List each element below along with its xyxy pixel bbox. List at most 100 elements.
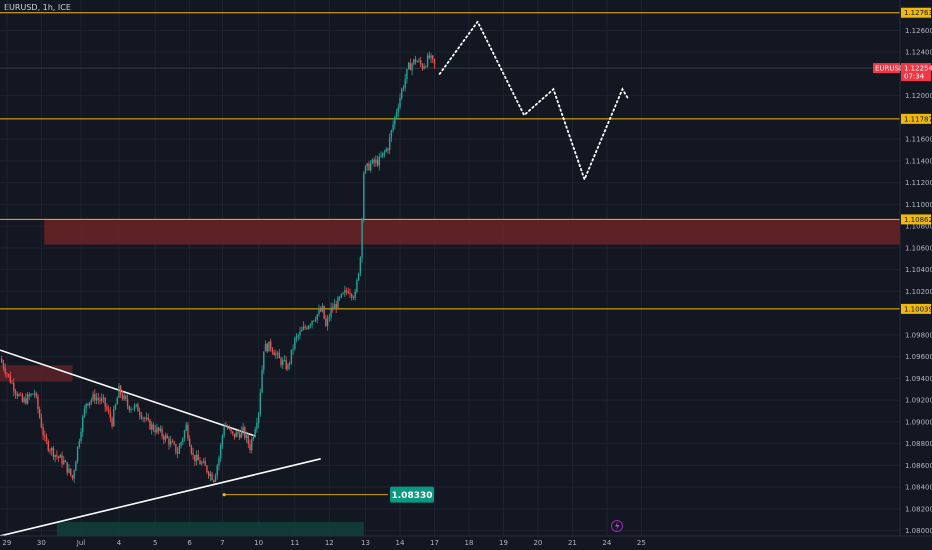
- price-axis-bg: [900, 0, 932, 550]
- candle-body: [423, 66, 425, 69]
- candle-body: [201, 462, 203, 465]
- zone-rect: [0, 365, 73, 382]
- price-tick-label: 1.12600: [905, 27, 932, 35]
- candle-body: [116, 397, 118, 405]
- level-tag-bg: [901, 214, 931, 225]
- price-tick-label: 1.09200: [905, 397, 932, 405]
- price-tick-label: 1.12400: [905, 49, 932, 57]
- candle-body: [278, 352, 281, 359]
- candle-body: [219, 444, 222, 459]
- time-tick-label: 20: [533, 539, 542, 547]
- candle-body: [354, 291, 356, 298]
- time-tick-label: 21: [568, 539, 577, 547]
- candle-body: [390, 130, 393, 138]
- candle-body: [175, 444, 177, 453]
- candle-body: [245, 435, 248, 439]
- price-tick-label: 1.09800: [905, 331, 932, 339]
- candle-body: [301, 329, 303, 332]
- candle-body: [166, 435, 168, 439]
- candle-body: [163, 436, 165, 440]
- time-tick-label: 17: [430, 539, 439, 547]
- level-tag-text: 1.10039: [904, 305, 932, 313]
- candle-body: [247, 435, 249, 444]
- candle-body: [178, 445, 181, 454]
- candle-body: [232, 431, 234, 434]
- level-tag-bg: [901, 303, 931, 314]
- candle-body: [323, 305, 325, 319]
- candle-body: [273, 352, 275, 356]
- candle-body: [133, 405, 136, 409]
- candle-body: [385, 148, 387, 152]
- level-tag-text: 1.12763: [904, 9, 932, 17]
- symbol-tag-bg: [873, 63, 900, 74]
- candle-body: [109, 411, 112, 419]
- candle-body: [64, 460, 67, 463]
- candle-body: [419, 60, 422, 65]
- candle-body: [149, 419, 151, 430]
- candle-body: [254, 429, 256, 437]
- candle-body: [1, 358, 3, 363]
- time-tick-label: 10: [254, 539, 263, 547]
- candles: [1, 51, 436, 484]
- time-tick-label: 24: [602, 539, 611, 547]
- candle-body: [364, 166, 367, 174]
- zone-rect: [44, 219, 900, 245]
- projection-path[interactable]: [438, 19, 629, 182]
- candle-body: [114, 404, 117, 410]
- candle-body: [26, 394, 29, 404]
- candle-body: [363, 173, 365, 219]
- price-tick-label: 1.11200: [905, 179, 932, 187]
- candle-body: [130, 409, 132, 411]
- candle-body: [352, 297, 355, 299]
- candle-body: [51, 447, 53, 451]
- candle-body: [97, 397, 99, 400]
- candle-body: [266, 343, 268, 352]
- candle-body: [35, 393, 37, 397]
- candle-body: [373, 159, 375, 163]
- price-tick-label: 1.08200: [905, 505, 932, 513]
- time-axis[interactable]: 29 30 Jul 4 5 6 7 10 11 12 13 14 17 18 19 20 21 24 25: [0, 535, 932, 550]
- candle-body: [401, 89, 403, 98]
- candle-body: [140, 414, 143, 419]
- price-tick-label: 1.10200: [905, 288, 932, 296]
- candle-body: [71, 475, 74, 479]
- candle-body: [242, 427, 244, 431]
- level-tag-text: 1.10862: [904, 216, 932, 224]
- axis-tags: 1.12763 1.11787 1.10862 1.10039 EURUSD 1.1225…: [873, 7, 932, 314]
- candle-body: [197, 454, 199, 461]
- candle-body: [261, 369, 263, 393]
- candle-body: [366, 163, 368, 167]
- time-tick-label: 4: [117, 539, 122, 547]
- candle-body: [188, 438, 191, 447]
- candle-body: [387, 148, 389, 151]
- trendlines[interactable]: [0, 349, 321, 537]
- candle-body: [132, 408, 134, 410]
- candle-body: [269, 341, 272, 349]
- candle-body: [23, 398, 25, 402]
- candle-body: [430, 55, 432, 58]
- candle-body: [28, 394, 31, 396]
- candle-body: [338, 297, 341, 299]
- misc: [611, 520, 623, 532]
- candle-body: [25, 398, 27, 404]
- candle-body: [78, 441, 81, 447]
- candle-body: [228, 428, 231, 430]
- candle-body: [292, 348, 294, 350]
- marker-label-bg: [390, 486, 434, 503]
- candle-body: [9, 375, 12, 383]
- lightning-icon-bolt: [615, 521, 620, 531]
- candle-body: [256, 422, 258, 430]
- candle-body: [361, 218, 363, 258]
- candle-body: [287, 364, 289, 370]
- price-tick-label: 1.10800: [905, 223, 932, 231]
- candle-body: [207, 472, 210, 477]
- candle-body: [237, 432, 239, 434]
- candle-body: [213, 480, 215, 482]
- candle-body: [345, 290, 348, 292]
- candle-body: [204, 461, 206, 466]
- time-axis-bg: [0, 536, 932, 550]
- projection-dotted-line: [438, 19, 629, 182]
- price-axis[interactable]: 1.12600 1.12400 1.12000 1.11600 1.11400 1.112…: [899, 0, 932, 550]
- level-tag-text: 1.11787: [904, 115, 932, 123]
